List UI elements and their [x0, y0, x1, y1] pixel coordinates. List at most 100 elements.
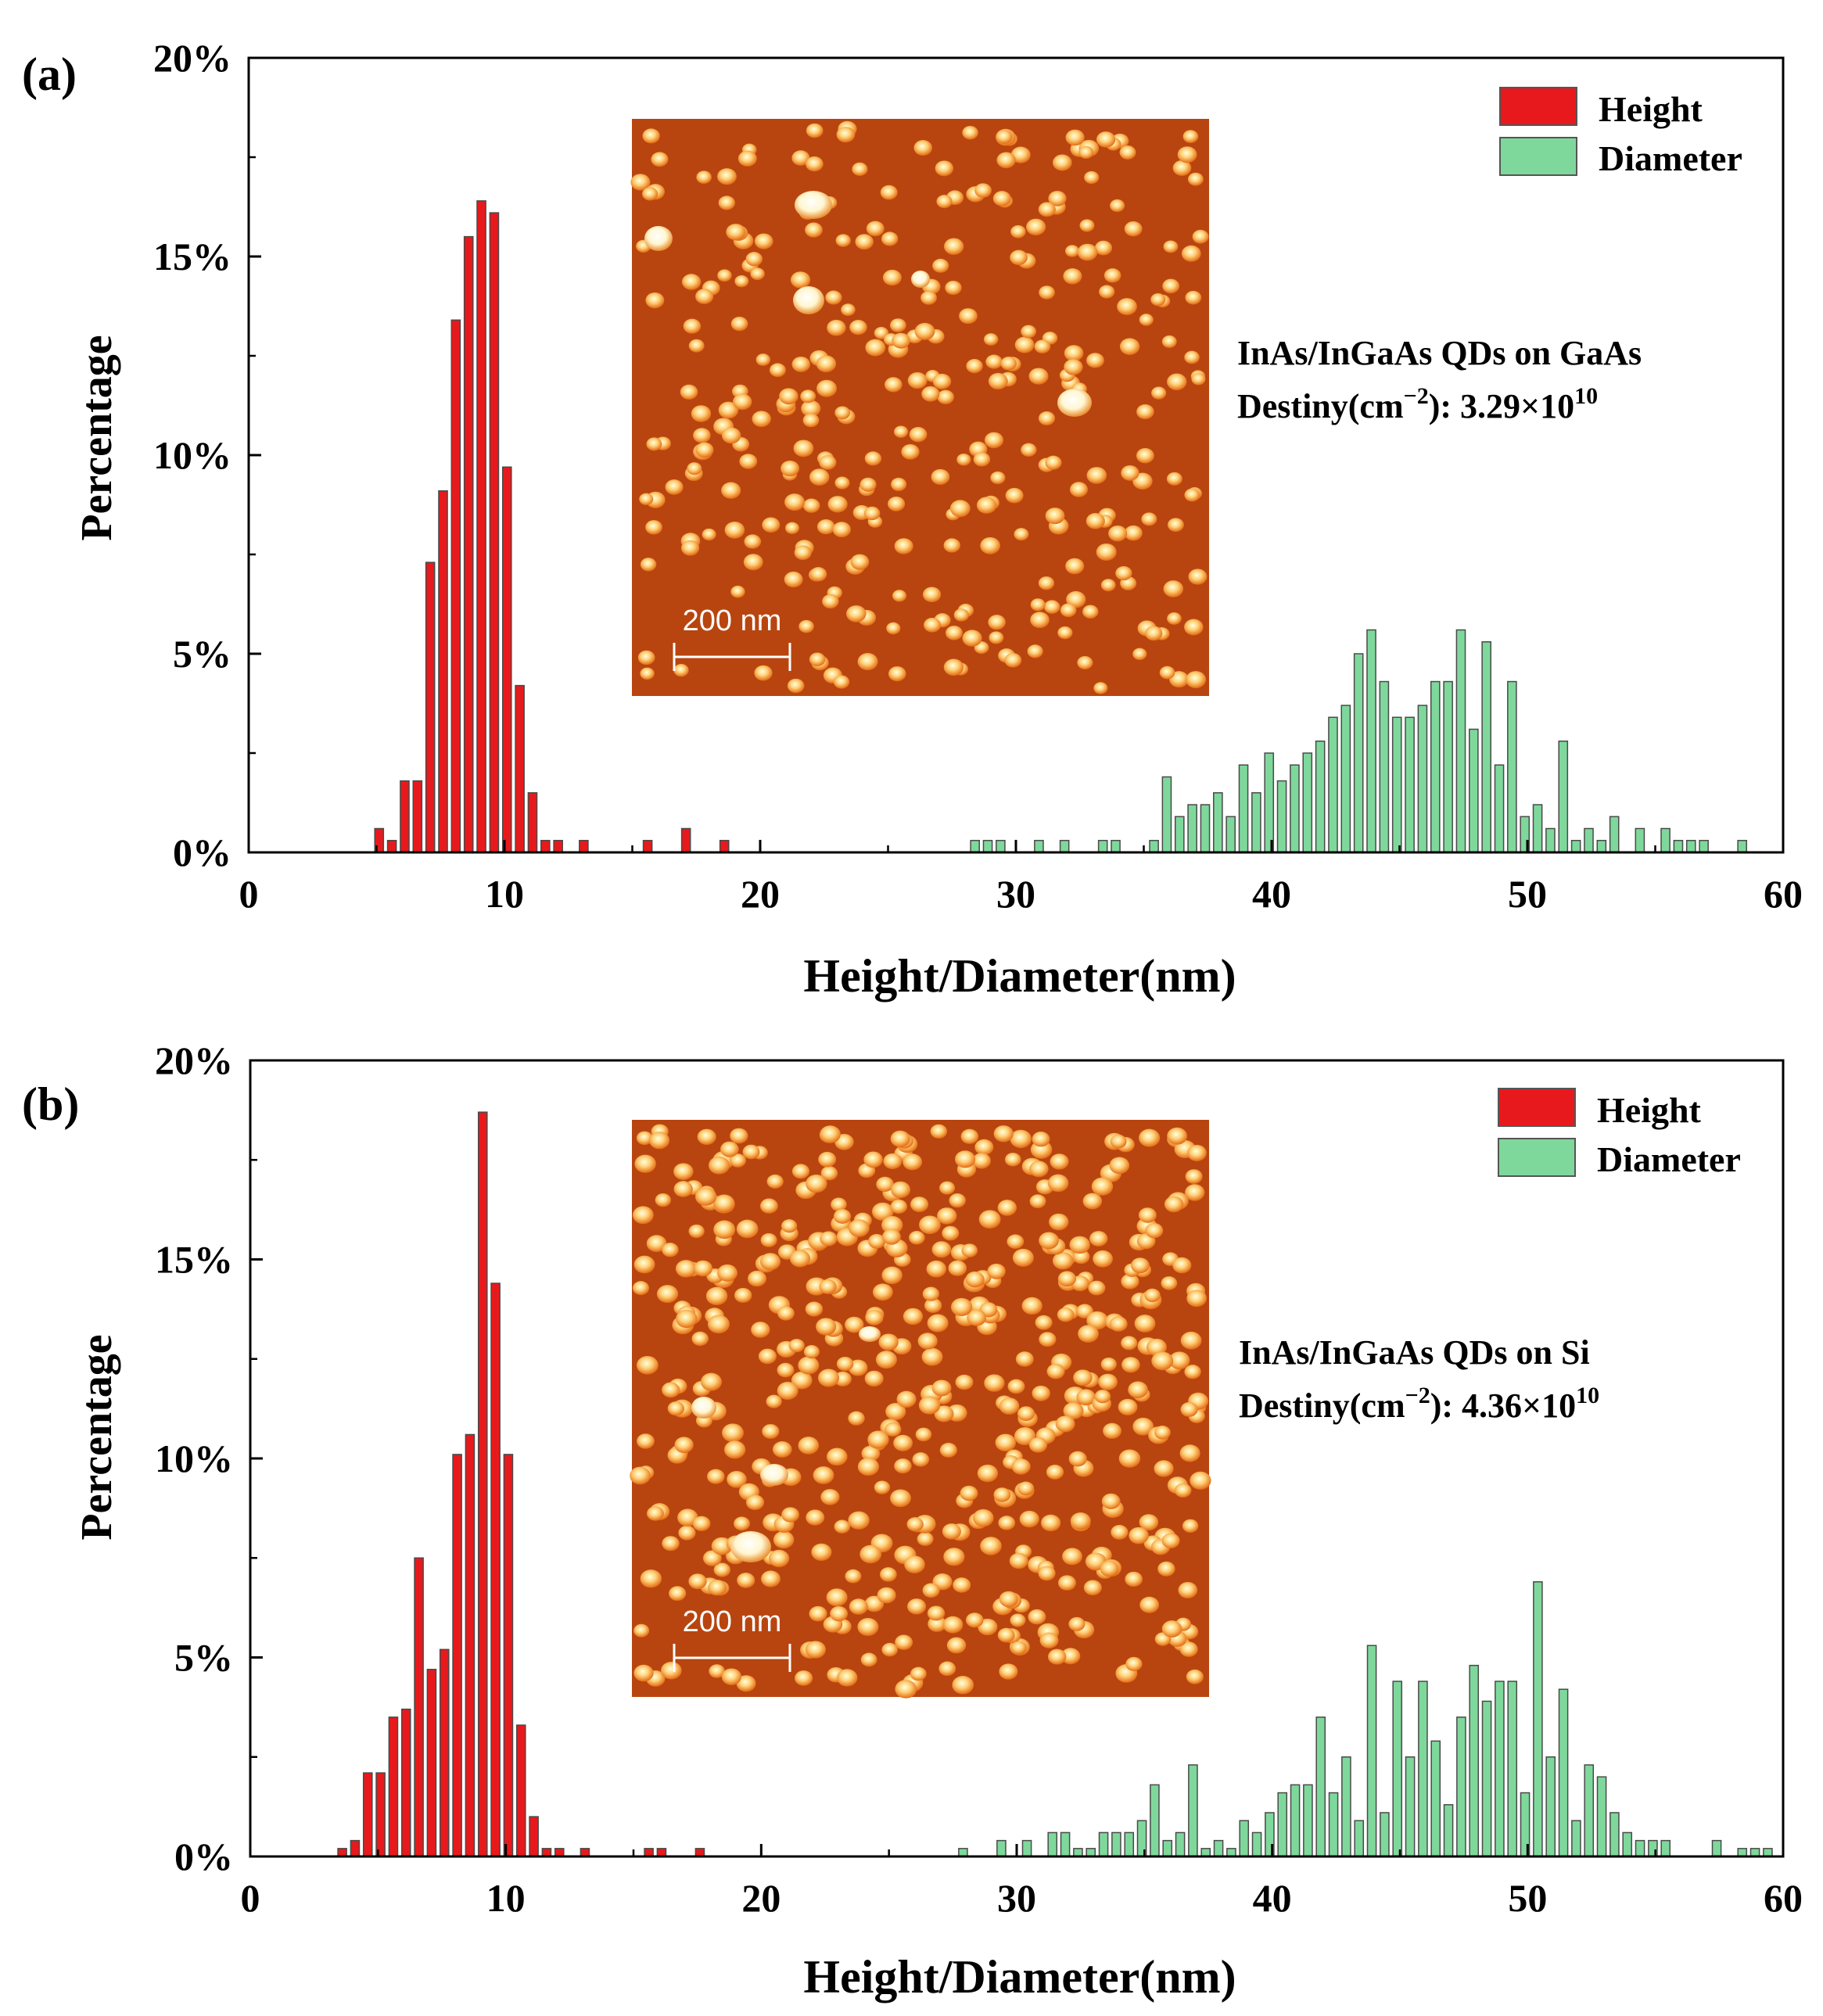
afm-dot: [718, 401, 739, 419]
afm-dot: [754, 233, 773, 249]
afm-dot: [972, 1153, 991, 1169]
bar-diameter: [1391, 716, 1402, 853]
afm-dot: [1088, 1280, 1106, 1296]
afm-dot: [857, 653, 878, 671]
bar-diameter: [1417, 705, 1428, 853]
afm-dot: [713, 1562, 730, 1577]
afm-dot: [988, 372, 1008, 390]
bar-diameter: [1596, 1776, 1607, 1857]
afm-dot: [890, 1130, 910, 1147]
afm-dot: [800, 389, 816, 404]
panel-label: (b): [22, 1078, 79, 1130]
y-tick-label: 0%: [173, 830, 231, 874]
afm-dot: [647, 1506, 664, 1521]
afm-dot: [938, 1661, 956, 1677]
afm-dot: [633, 1255, 655, 1274]
bar-height: [642, 840, 653, 853]
afm-dot: [1180, 1402, 1198, 1417]
afm-dot: [1179, 1444, 1200, 1462]
bar-height: [719, 840, 730, 853]
afm-dot: [773, 1530, 795, 1549]
afm-dot: [881, 1266, 903, 1285]
afm-dot: [816, 1318, 837, 1336]
afm-dot: [1047, 1174, 1069, 1193]
legend-label-height: Height: [1599, 89, 1703, 129]
afm-dot: [633, 1623, 650, 1638]
bar-diameter: [1456, 1716, 1466, 1857]
afm-dot: [1004, 653, 1022, 668]
afm-dot: [953, 1577, 971, 1593]
afm-large-dot: [644, 226, 673, 251]
afm-dot: [1164, 1196, 1184, 1213]
bar-diameter: [1021, 1839, 1032, 1857]
afm-dot: [640, 558, 657, 572]
x-axis-label: Height/Diameter(nm): [803, 950, 1236, 1002]
afm-dot: [755, 353, 771, 366]
bar-diameter: [1507, 1681, 1518, 1857]
afm-dot: [966, 359, 983, 374]
afm-dot: [859, 1544, 882, 1564]
bar-diameter: [1532, 804, 1543, 853]
afm-dot: [1068, 1451, 1087, 1467]
afm-dot: [791, 356, 810, 372]
afm-dot: [1083, 1580, 1102, 1596]
bar-diameter: [1443, 1804, 1454, 1857]
bar-diameter: [996, 1839, 1007, 1857]
afm-dot: [702, 528, 716, 541]
bar-height: [503, 1454, 514, 1857]
bar-diameter: [1380, 1812, 1390, 1857]
bar-diameter: [1660, 827, 1670, 853]
afm-dot: [866, 221, 885, 237]
afm-dot: [1184, 350, 1200, 364]
afm-dot: [646, 1235, 667, 1253]
bar-height: [529, 1816, 539, 1857]
afm-dot: [1132, 647, 1147, 661]
afm-dot: [1139, 1596, 1160, 1613]
afm-dot: [946, 626, 963, 640]
bar-diameter: [1097, 840, 1108, 853]
afm-dot: [997, 1627, 1015, 1643]
bar-height: [412, 780, 423, 853]
scale-bar-label: 200 nm: [683, 1605, 782, 1638]
panel-label: (a): [22, 48, 77, 100]
afm-dot: [675, 1260, 697, 1278]
bar-diameter: [1763, 1848, 1773, 1857]
afm-dot: [835, 234, 851, 247]
afm-dot: [948, 1260, 967, 1276]
afm-dot: [791, 1371, 813, 1390]
y-tick-label: 20%: [153, 36, 231, 80]
afm-dot: [646, 437, 662, 451]
bar-diameter: [1034, 840, 1044, 853]
y-tick-label: 15%: [155, 1238, 233, 1282]
afm-dot: [667, 1401, 685, 1416]
afm-dot: [1064, 245, 1080, 257]
afm-dot: [784, 493, 805, 511]
afm-dot: [1103, 268, 1121, 283]
afm-dot: [892, 590, 907, 602]
bar-diameter: [1188, 1764, 1198, 1857]
afm-dot: [1045, 508, 1065, 525]
afm-dot: [1014, 528, 1029, 541]
annotation-density: Destiny(cm−2): 3.29×1010: [1237, 383, 1598, 425]
afm-dot: [745, 252, 763, 267]
afm-dot: [673, 1163, 694, 1180]
x-tick-label: 50: [1508, 872, 1547, 916]
afm-dot: [809, 1605, 827, 1622]
annotation-line1: InAs/InGaAs QDs on Si: [1239, 1333, 1590, 1372]
afm-dot: [681, 274, 702, 290]
afm-dot: [1069, 1236, 1090, 1254]
afm-dot: [848, 1411, 865, 1426]
x-tick-label: 60: [1764, 1876, 1803, 1920]
afm-dot: [943, 1548, 965, 1566]
afm-dot: [707, 1469, 725, 1484]
afm-dot: [630, 1466, 651, 1485]
x-tick-label: 40: [1253, 1876, 1292, 1920]
bar-diameter: [1124, 1831, 1135, 1857]
afm-dot: [1188, 569, 1208, 585]
afm-dot: [989, 631, 1004, 644]
afm-dot: [885, 377, 903, 393]
bar-diameter: [1111, 1831, 1121, 1857]
afm-dot: [1012, 1248, 1034, 1267]
afm-dot: [1136, 404, 1154, 420]
bar-height: [540, 840, 551, 853]
